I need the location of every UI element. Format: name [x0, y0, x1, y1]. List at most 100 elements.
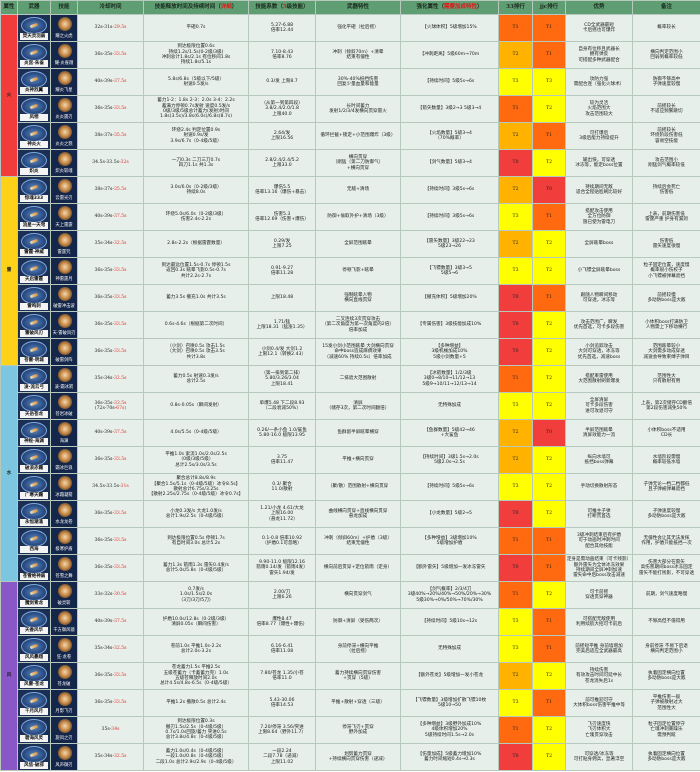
cooldown-final: 32.5s [113, 646, 127, 652]
notes-cell: 无僵性会让其无法发挥 作用，护盾只能抵挡一次 [632, 527, 700, 555]
pros-cell: 定身是需动画结束（可卡残影） 额外雷矢为全体冰冻效果 持续期间全屏冲刺加速 雷矢命中后… [565, 554, 633, 582]
release-time-cell: 蓄力1.3s 箭雨1.3s 雷矢0.4发/s 总计5.0s/5.8s（0-4级/5… [143, 554, 249, 582]
weapon-image-icon [21, 665, 47, 682]
coefficient-cell: 小剑0.4/发 大剑1.2 上限12.1（转换2.43） [248, 338, 316, 366]
notes-line: 防御不够高中 [652, 76, 681, 82]
feature-line: 平推+散射+穿透（三级） [331, 700, 385, 706]
notes-cell: 子弹无论一档二档都低 且子弹被弹幕遮挡 [632, 473, 700, 501]
cooldown-cell: 38s-37s-35.5s [77, 176, 144, 204]
enhance-line: 3级40%→20%/40%→50%/20%→30% [407, 592, 492, 598]
rank33-badge: T3 [498, 689, 533, 717]
coeff-line: 5.27-6.88 [270, 22, 294, 28]
release-line: 【散射2.25s/2.75s（0-4级/5级）冰令0.7s】 [148, 492, 244, 498]
coeff-line: 雷矢1.94/发 [269, 570, 295, 576]
rankjjc-badge: T2 [532, 149, 566, 177]
feature-cell: 无敌+清场 [315, 176, 401, 204]
notes-line: 环绕阶段伤害低 [650, 133, 683, 139]
coeff-line: 倍率11.08 [270, 649, 294, 654]
feature-line: 平推+横向贯穿 [342, 457, 374, 463]
coeff-line: 5.80-16.0 极限13.95 [259, 433, 305, 438]
feature-line: 停滞飞刃+贯穿 [342, 724, 374, 730]
skill-name: 千方御风镜 [53, 628, 75, 634]
cooldown-base: 36s-35s- [94, 106, 114, 112]
header-coeff: 技能系数（5级技能） [248, 0, 316, 15]
skill-cell: 风声御刃 [50, 743, 78, 771]
skill-cell: 霜冰巨浪 [50, 446, 78, 474]
weapon-cell: 雷霆·神威 [17, 230, 51, 258]
enhance-line: 蓄力时间缩短0.4s→0.3s [424, 757, 475, 762]
enhance-cell: 【剑气数量】5级3→4 [400, 149, 499, 177]
enhance-line: 无特殊加成 [438, 646, 461, 652]
skill-cell: 千方御风镜 [50, 608, 78, 636]
weapon-cell: 雷鸣刺 [17, 284, 51, 312]
pros-cell: 小飞镖全屏眩晕boss [565, 257, 633, 285]
release-time-cell: 到达极限位置0.5s 停顿1.7s 有自时间3.0s 总计5.2s [143, 527, 249, 555]
cooldown-base: 34.5s-33.5s- [92, 484, 121, 490]
skill-name: 耀炎飞星 [55, 88, 73, 94]
coeff-line: 上限16.00 [270, 511, 294, 517]
coeff-line: （护盾0.1可忽略） [262, 541, 302, 546]
enhance-line: 【持续时间】3级5s→6s [424, 214, 475, 220]
cooldown-cell: 34.5s-33.5s-31s [77, 473, 144, 501]
weapon-image-icon [21, 476, 47, 493]
rank33-badge: T3 [498, 257, 533, 285]
coeff-line: 倍率11.28 [270, 271, 294, 276]
notes-line: 回弱到概率较低 [650, 55, 683, 60]
feature-cell: 冲刺（倾斜70m）+清晕 结束有僵性 [315, 41, 401, 69]
cooldown-line: 38s-37s-35.5s [79, 133, 143, 138]
notes-line: 子弹速度较慢 [652, 508, 681, 514]
pros-line: 定身是需动画结束（可卡残影） [566, 557, 632, 563]
notes-cell: 概率较长 [632, 14, 700, 42]
coeff-line: 3.8/2.4/2.0/1.8 [265, 106, 299, 112]
pros-line: 亡魂贯穿攻击 [585, 732, 613, 738]
rank33-badge: T0 [498, 338, 533, 366]
weapon-image-icon [21, 233, 47, 250]
cooldown-cell: 36s-35s-33.5s [77, 689, 144, 717]
coeff-line: 上限33.0 [272, 163, 292, 168]
table-row: 天香风华 千方御风镜 40s-39s-37.5s 护盾10.0s/12.8s（0-2级… [1, 608, 700, 636]
rank33-badge: T3 [498, 392, 533, 420]
coefficient-cell: 0.29/发 上限7.25 [248, 230, 316, 258]
feature-line: 防御+清屏（受伤两次） [333, 619, 383, 625]
table-row: 雷鸣刺 破雷冲击波 36s-35s-33.5s 蓄力3.5s 撤充1.0s 共计3.5… [1, 284, 700, 312]
enhance-cell: 【持续时间】5级5s→6s [400, 68, 499, 96]
notes-line: 多动防boss是大敌 [647, 514, 686, 519]
pros-line: 搭配束雷使用 [585, 373, 613, 379]
cooldown-base: 36s-35s- [94, 295, 114, 301]
coeff-line: 上限18.31（猛涨1.35） [256, 325, 308, 330]
table-row: 苍雪绝神扇 苍雪之舞 36s-35s-33.5s 蓄力1.3s 箭雨1.3s 雷矢0.… [1, 554, 700, 582]
enhance-line: （70%概率） [435, 136, 464, 141]
pros-cell: 手动切换散射形态 [565, 473, 633, 501]
notes-line: 范围眩晕较小 [652, 344, 681, 350]
rankjjc-badge: T0 [532, 419, 566, 447]
weapon-name: 神蛇·海渊 [20, 438, 48, 445]
cooldown-line: 34.5s-33.5s-31s [79, 484, 143, 490]
weapon-cell: 风风暴翔 [17, 635, 51, 663]
release-time-cell: 0.6s-4.6s（根据第二次时间） [143, 311, 249, 339]
rank33-badge: T0 [498, 743, 533, 771]
notes-line: 伤害大部分在雷矢 [648, 560, 685, 566]
rankjjc-badge: T2 [532, 473, 566, 501]
enhance-cell: 【雷矢数量】3级22→23 5级23→26 [400, 230, 499, 258]
cooldown-cell: 35s-34s-32.5s [77, 635, 144, 663]
feature-line: 命中boss造成麻痹效果 [334, 349, 382, 355]
cooldown-final: 33.5s [113, 400, 127, 406]
cooldown-cell: 36s-35s-33.5s [77, 527, 144, 555]
skill-cell: 云雷光刃 [50, 176, 78, 204]
cooldown-base: 34.5s-33.5s- [92, 160, 121, 166]
skill-cell: 雷霆咒 [50, 230, 78, 258]
rankjjc-badge: T1 [532, 689, 566, 717]
cooldown-cell: 36s-35s-33.5s [77, 284, 144, 312]
header-coeff-a: 技能系数（ [255, 4, 283, 11]
header-release: 技能释放时间及持续时间（详细） [143, 0, 249, 15]
pros-line: 清屏效能力一流 [582, 433, 616, 438]
rank33-badge: T2 [498, 41, 533, 69]
skill-image-icon [58, 557, 72, 571]
coeff-line: 上限6.26 [272, 595, 292, 600]
cooldown-cell: 36s-35s-33.5s [77, 662, 144, 690]
weapon-cell: 苍雪绝神扇 [17, 554, 51, 582]
pros-line: 飞刃速度快 [587, 722, 611, 728]
notes-line: 持续后会死亡 [652, 184, 681, 190]
notes-line: 只有散射有用 [652, 379, 681, 384]
release-time-cell: 4.0s/5.5s（0-4级/5级） [143, 419, 249, 447]
